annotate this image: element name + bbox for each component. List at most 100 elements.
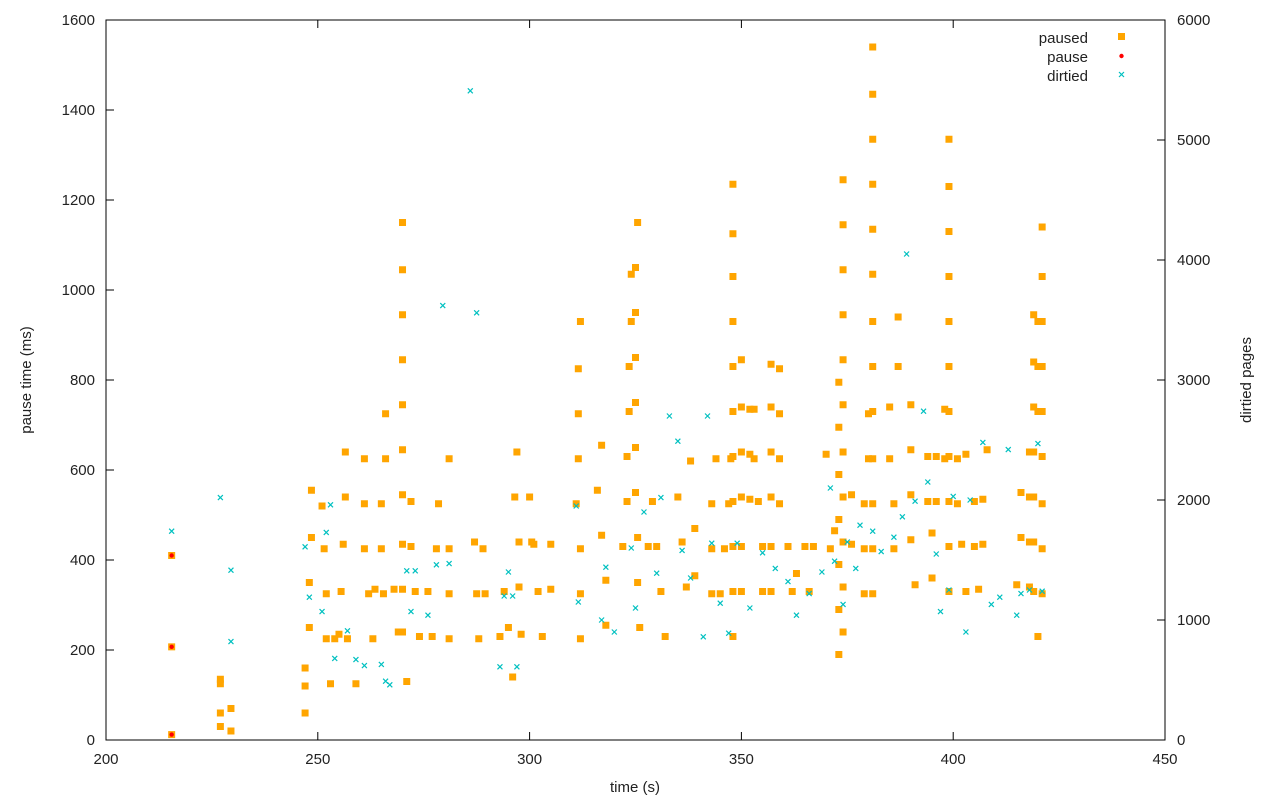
data-point-paused [653, 543, 661, 550]
data-point-paused [792, 570, 800, 577]
data-point-paused [776, 500, 784, 508]
data-point-dirtied [679, 547, 686, 554]
data-point-paused [538, 633, 546, 640]
data-point-dirtied [793, 612, 800, 619]
data-point-paused [869, 43, 877, 51]
data-point-paused [1017, 534, 1025, 541]
data-point-paused [1038, 273, 1046, 280]
data-point-paused [941, 455, 949, 463]
data-point-dirtied [806, 590, 813, 597]
data-point-paused [958, 540, 966, 548]
data-point-paused [509, 673, 517, 681]
data-point-paused [636, 624, 644, 631]
data-point-paused [869, 135, 877, 143]
data-point-paused [894, 363, 902, 370]
y-tick-label: 200 [70, 642, 95, 659]
data-point-paused [1038, 545, 1046, 553]
data-point-dirtied [228, 638, 234, 645]
data-point-paused [864, 410, 872, 418]
data-point-dirtied [687, 575, 694, 581]
data-point-paused [835, 378, 843, 386]
data-point-paused [399, 401, 407, 409]
x-tick-label: 450 [1152, 751, 1177, 768]
data-point-paused [839, 583, 847, 591]
data-point-paused [839, 401, 847, 409]
data-point-paused [839, 448, 847, 456]
data-point-paused [445, 545, 453, 553]
data-point-paused [403, 678, 411, 685]
data-point-paused [411, 588, 419, 595]
data-point-paused [839, 266, 847, 274]
data-point-paused [632, 309, 639, 316]
data-point-dirtied [818, 569, 825, 575]
data-point-paused [835, 516, 843, 523]
data-point-paused [399, 311, 407, 319]
data-point-paused [634, 579, 642, 586]
data-point-dirtied [323, 529, 330, 536]
data-point-paused [962, 450, 970, 458]
data-point-paused [691, 572, 699, 580]
data-point-paused [975, 585, 983, 593]
y-tick-label: 400 [70, 552, 95, 569]
data-point-paused [750, 405, 758, 413]
data-point-paused [1025, 538, 1033, 546]
y2-tick-label: 4000 [1177, 252, 1210, 269]
data-point-paused [737, 448, 745, 456]
data-point-paused [343, 635, 351, 643]
data-point-paused [708, 590, 716, 598]
data-point-dirtied [937, 608, 944, 615]
data-point-paused [674, 493, 682, 501]
x-tick-label: 250 [305, 751, 330, 768]
data-point-paused [869, 590, 877, 598]
data-point-paused [860, 500, 868, 508]
data-point-paused [634, 219, 642, 226]
data-point-paused [572, 500, 580, 508]
data-point-paused [759, 588, 767, 595]
data-point-paused [547, 540, 555, 548]
data-point-paused [729, 318, 737, 325]
data-point-paused [945, 498, 953, 505]
data-point-dirtied [446, 560, 453, 567]
data-point-paused [394, 628, 402, 636]
data-point-paused [970, 543, 978, 550]
data-point-pause [169, 732, 174, 737]
data-point-dirtied [403, 567, 410, 574]
data-point-paused [826, 545, 834, 553]
legend-label-dirtied: dirtied [1047, 68, 1088, 85]
data-point-paused [515, 538, 523, 546]
series-dirtied [168, 87, 1046, 688]
data-point-dirtied [217, 494, 224, 501]
y-tick-label: 1400 [62, 102, 95, 119]
data-point-paused [839, 628, 847, 636]
data-point-paused [399, 266, 407, 274]
data-point-paused [860, 545, 868, 553]
data-point-paused [399, 446, 407, 454]
data-point-paused [445, 455, 453, 463]
data-point-paused [839, 221, 847, 229]
data-point-paused [1025, 583, 1033, 591]
data-point-paused [835, 561, 843, 568]
data-point-dirtied [501, 593, 508, 599]
x-tick-label: 350 [729, 751, 754, 768]
data-point-paused [869, 363, 877, 370]
data-point-paused [839, 493, 847, 501]
data-point-dirtied [425, 612, 431, 619]
data-point-paused [318, 502, 326, 510]
data-point-paused [399, 585, 407, 593]
data-point-paused [1030, 311, 1038, 319]
data-point-paused [399, 356, 407, 364]
data-point-paused [716, 590, 724, 598]
data-point-paused [945, 408, 953, 415]
legend-marker-dirtied [1118, 71, 1125, 78]
data-point-paused [530, 540, 538, 548]
data-point-dirtied [302, 543, 309, 550]
data-point-paused [1034, 363, 1042, 370]
data-point-paused [382, 410, 390, 418]
data-point-paused [979, 540, 987, 548]
data-point-paused [352, 680, 360, 688]
data-point-paused [399, 540, 407, 548]
data-point-paused [623, 498, 631, 505]
data-point-paused [767, 403, 775, 411]
data-point-paused [708, 500, 716, 508]
data-point-dirtied [641, 509, 647, 515]
